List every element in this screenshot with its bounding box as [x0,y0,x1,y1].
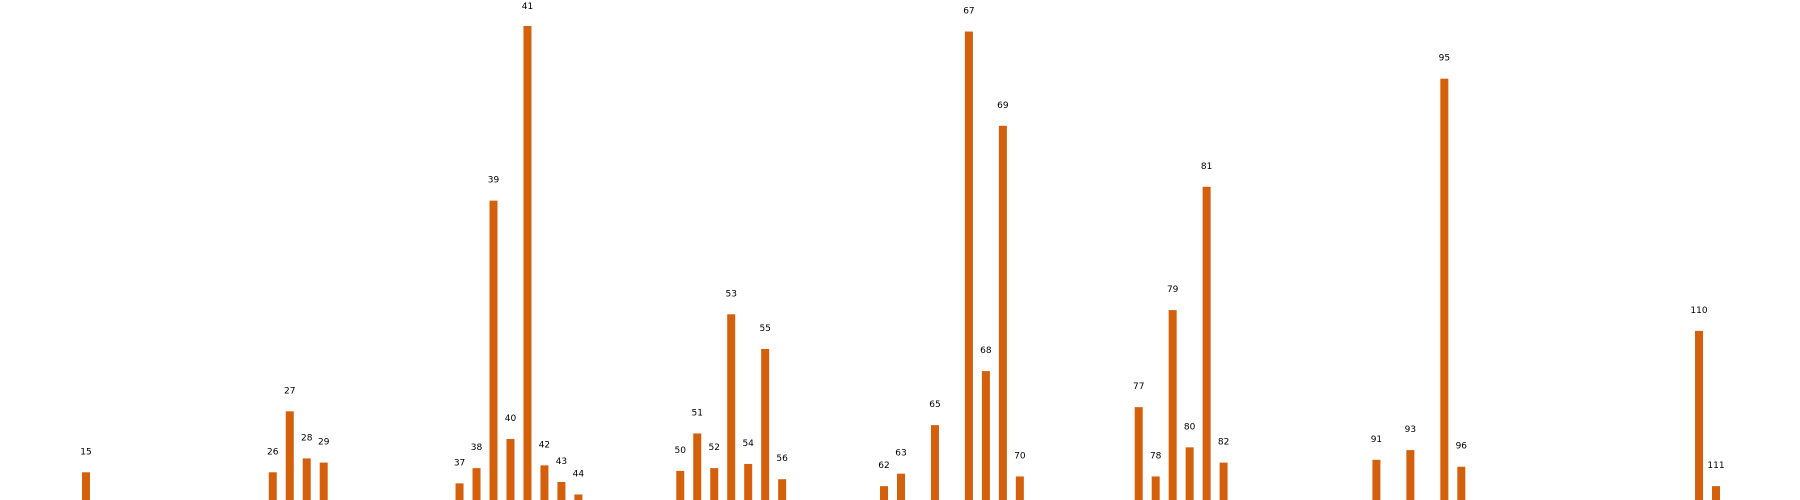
bar-label-62: 62 [878,461,889,471]
bar-96 [1457,466,1466,500]
bar-label-65: 65 [929,400,940,410]
bar-label-29: 29 [318,438,330,448]
bar-53 [727,314,736,500]
bar-label-56: 56 [776,454,788,464]
bar-label-67: 67 [963,7,974,17]
bar-50 [676,470,685,500]
bar-78 [1151,476,1160,500]
bar-44 [574,494,583,500]
bar-69 [998,125,1007,500]
bar-28 [302,458,311,500]
bar-29 [319,462,328,500]
bar-label-96: 96 [1456,442,1468,452]
bar-52 [710,468,719,500]
bar-70 [1015,476,1024,500]
bar-label-80: 80 [1184,422,1196,432]
bar-label-41: 41 [522,2,533,12]
bar-55 [761,348,770,500]
bar-label-53: 53 [725,289,736,299]
bar-label-63: 63 [895,449,906,459]
bar-label-79: 79 [1167,285,1179,295]
bar-39 [489,200,498,500]
bar-43 [557,481,566,500]
bar-67 [964,31,973,500]
bar-label-54: 54 [742,439,754,449]
bar-label-68: 68 [980,346,992,356]
bar-80 [1185,447,1194,500]
bar-62 [880,486,889,500]
bar-65 [930,425,939,500]
bar-38 [472,468,481,500]
bar-77 [1134,407,1143,500]
bar-label-42: 42 [539,440,550,450]
bar-56 [778,479,787,500]
bar-label-55: 55 [759,324,770,334]
bar-label-37: 37 [454,458,465,468]
bar-label-28: 28 [301,433,313,443]
bar-label-82: 82 [1218,438,1229,448]
bar-label-26: 26 [267,447,279,457]
bar-label-110: 110 [1690,306,1707,316]
bar-label-93: 93 [1405,425,1416,435]
bar-label-77: 77 [1133,382,1144,392]
bar-label-50: 50 [675,446,687,456]
bar-label-91: 91 [1371,435,1382,445]
bar-81 [1202,186,1211,500]
labels-layer: 15 26 27 28 29 37 38 39 40 41 42 43 44 50 51 52 53 54 55 56… [80,2,1724,479]
bar-label-70: 70 [1014,451,1026,461]
bar-26 [268,472,277,500]
bar-label-111: 111 [1707,461,1724,471]
bar-63 [897,473,905,500]
bars-layer [82,26,1720,500]
bar-41 [523,26,532,500]
bar-label-43: 43 [556,457,567,467]
bar-91 [1372,459,1381,500]
bar-label-39: 39 [488,176,500,186]
bar-label-95: 95 [1439,54,1450,64]
bar-110 [1695,330,1704,500]
bar-93 [1406,450,1415,500]
bar-37 [455,483,464,500]
bar-label-51: 51 [692,408,703,418]
bar-label-78: 78 [1150,451,1162,461]
bar-51 [693,433,702,500]
bar-label-44: 44 [573,469,585,479]
bar-label-52: 52 [709,443,720,453]
bar-68 [981,371,990,500]
bar-label-38: 38 [471,443,483,453]
bar-label-40: 40 [505,414,517,424]
bar-label-15: 15 [80,447,91,457]
bar-79 [1168,310,1177,500]
bar-label-69: 69 [997,101,1009,111]
bar-95 [1440,78,1449,500]
bar-82 [1219,462,1228,500]
bar-54 [744,463,753,500]
bar-42 [540,465,549,500]
bar-111 [1712,486,1720,500]
bar-label-27: 27 [284,386,295,396]
bar-40 [506,439,515,500]
bar-27 [285,411,294,500]
bar-15 [82,472,90,500]
bar-label-81: 81 [1201,162,1212,172]
